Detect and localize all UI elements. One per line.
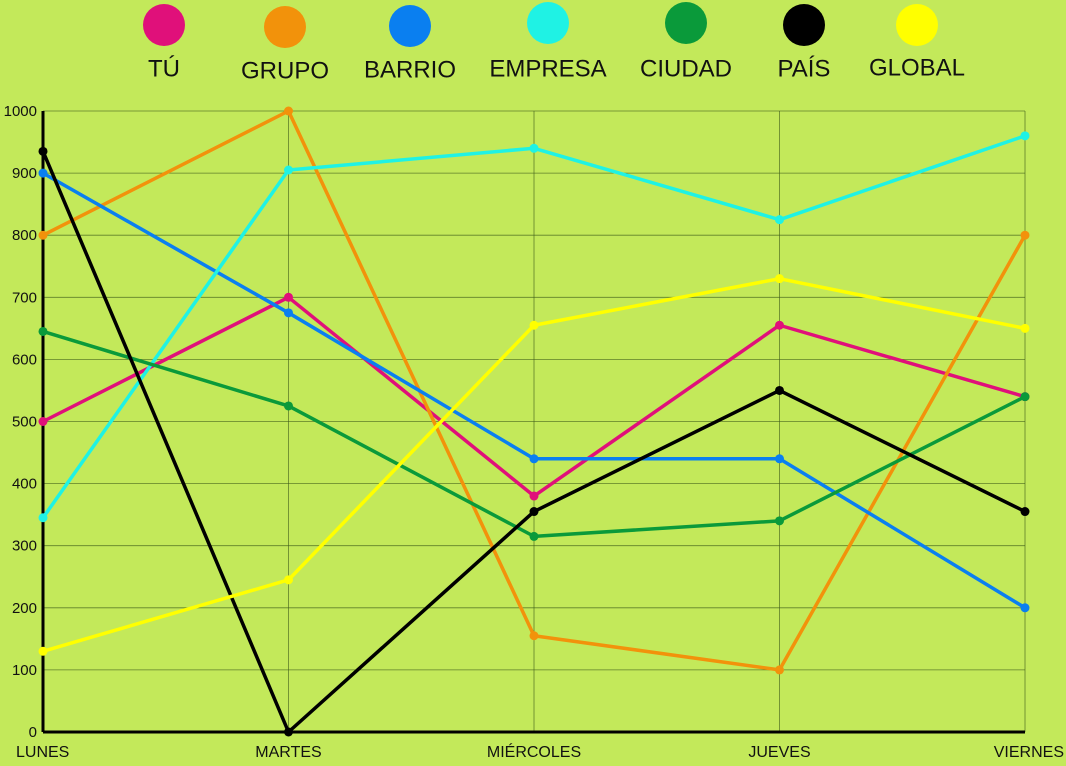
y-tick-label: 900 [12,165,37,182]
x-tick-label: LUNES [16,744,69,761]
data-point [775,274,784,284]
data-point [38,230,48,240]
data-point [529,507,539,517]
legend-label: TÚ [148,55,180,82]
x-tick-label: VIERNES [994,744,1064,761]
data-point [529,143,539,153]
series-5 [38,326,1030,541]
y-tick-label: 300 [12,538,37,555]
data-point [1020,603,1030,613]
data-point [38,168,48,178]
data-point [775,385,784,395]
data-point [775,320,784,330]
y-tick-label: 1000 [4,103,37,120]
legend-label: BARRIO [364,56,456,83]
data-point [284,165,293,175]
data-point [775,454,784,464]
legend-marker [665,2,707,44]
legend-label: PAÍS [778,55,831,82]
legend-item: BARRIO [364,5,456,83]
data-point [1020,392,1030,402]
legend-item: GRUPO [241,6,329,84]
legend-marker [896,4,938,46]
data-point [38,513,48,523]
legend-marker [527,2,569,44]
y-tick-label: 700 [12,289,37,306]
legend: TÚ GRUPO BARRIO EMPRESA CIUDAD PAÍS GLOBAL [143,2,965,84]
data-point [38,417,48,426]
y-tick-label: 400 [12,476,37,493]
legend-marker [783,4,825,46]
legend-marker [264,6,306,48]
y-tick-label: 0 [29,724,37,741]
legend-label: EMPRESA [489,55,606,82]
legend-label: GLOBAL [869,54,965,81]
data-point [529,531,539,541]
y-tick-label: 200 [12,600,37,617]
x-tick-label: MIÉRCOLES [487,742,581,761]
data-point [38,646,48,656]
data-point [284,308,293,318]
legend-item: CIUDAD [640,2,732,82]
x-tick-label: MARTES [255,744,321,761]
y-tick-label: 600 [12,351,37,368]
data-point [1020,507,1030,517]
data-point [1020,323,1030,333]
data-point [529,631,539,641]
gridlines [43,110,1026,732]
series-6 [38,146,1030,737]
legend-item: EMPRESA [489,2,607,82]
y-tick-label: 100 [12,662,37,679]
data-point [284,106,293,116]
data-point [284,727,293,737]
x-tick-label: JUEVES [748,744,810,761]
series-4 [38,131,1030,523]
y-tick-label: 800 [12,227,37,244]
legend-item: TÚ [143,4,185,82]
data-point [775,215,784,225]
series-7 [38,274,1030,656]
legend-item: PAÍS [778,4,831,82]
data-point [1020,230,1030,240]
data-point [38,326,48,336]
data-point [529,320,539,330]
data-point [529,454,539,464]
data-point [284,292,293,302]
data-point [284,401,293,411]
axes: 0 100 200 300 400 500 600 700 800 900 1000 LUNES MAR… [4,103,1064,761]
legend-marker [143,4,185,46]
data-point [284,575,293,585]
data-point [529,491,539,501]
y-tick-label: 500 [12,413,37,430]
data-point [775,665,784,675]
data-point [775,516,784,526]
data-point [1020,131,1030,141]
series-3 [38,168,1030,613]
series-2 [38,106,1030,675]
data-point [38,146,48,156]
legend-label: GRUPO [241,57,329,84]
legend-item: GLOBAL [869,4,965,81]
legend-marker [389,5,431,47]
legend-label: CIUDAD [640,55,732,82]
series-lines [38,106,1030,737]
